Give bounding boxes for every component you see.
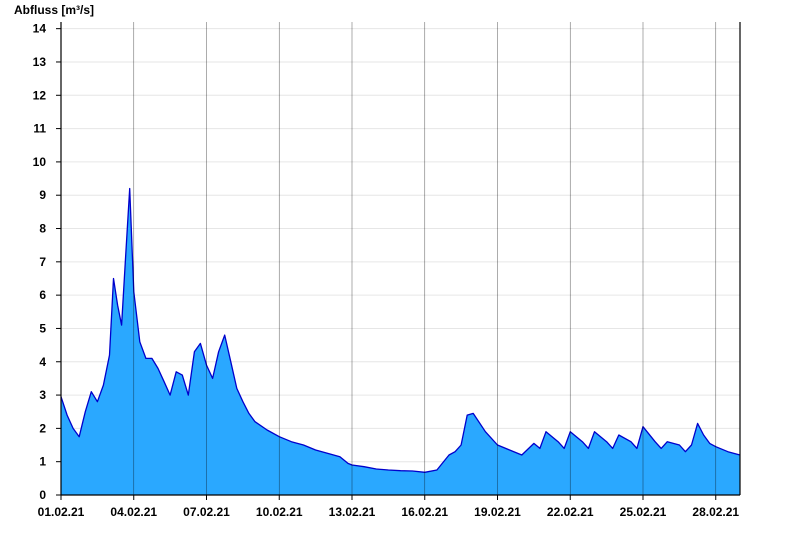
x-tick-label: 16.02.21	[401, 505, 448, 519]
y-tick-label: 4	[39, 355, 46, 369]
x-tick-label: 22.02.21	[547, 505, 594, 519]
y-axis-title: Abfluss [m³/s]	[14, 3, 94, 17]
grid-lines	[61, 28, 740, 463]
y-tick-label: 1	[39, 455, 46, 469]
y-tick-label: 9	[39, 188, 46, 202]
x-tick-label: 19.02.21	[474, 505, 521, 519]
x-tick-label: 28.02.21	[692, 505, 739, 519]
y-tick-label: 6	[39, 288, 46, 302]
axes	[60, 22, 741, 496]
plot-area	[60, 22, 741, 495]
y-tick-label: 5	[39, 321, 46, 335]
discharge-area	[61, 188, 740, 495]
y-tick-label: 0	[39, 488, 46, 502]
x-tick-label: 07.02.21	[183, 505, 230, 519]
y-tick-label: 7	[39, 255, 46, 269]
x-tick-label: 01.02.21	[38, 505, 85, 519]
y-tick-label: 10	[33, 155, 47, 169]
y-tick-label: 13	[33, 55, 47, 69]
x-tick-label: 25.02.21	[620, 505, 667, 519]
x-axis-ticks: 01.02.21 04.02.21 07.02.21 10.02.21 13.02.21…	[38, 495, 739, 519]
y-tick-label: 12	[33, 88, 47, 102]
x-tick-label: 04.02.21	[110, 505, 157, 519]
y-tick-label: 3	[39, 388, 46, 402]
x-tick-label: 13.02.21	[329, 505, 376, 519]
y-tick-label: 14	[33, 22, 47, 36]
y-tick-label: 2	[39, 421, 46, 435]
y-tick-label: 11	[33, 122, 46, 136]
x-tick-label: 10.02.21	[256, 505, 303, 519]
y-tick-label: 8	[39, 222, 46, 236]
